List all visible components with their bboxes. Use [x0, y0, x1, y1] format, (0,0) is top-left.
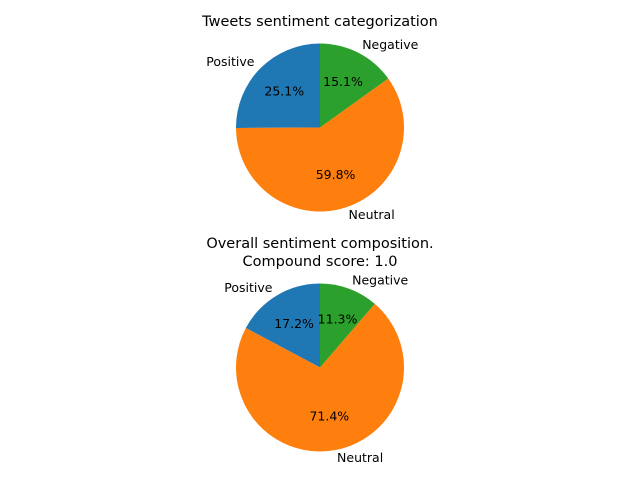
pie-slice-positive: [245, 283, 320, 368]
pie-slices: [236, 43, 404, 212]
pie-labels: Positive 25.1% Neutral 59.8% Negative 15.1%: [206, 37, 418, 222]
pie-slice-negative: [320, 43, 389, 128]
pie-slices: [236, 283, 404, 452]
chart-title-line-2: Compound score: 1.0: [243, 254, 398, 270]
chart-title: Tweets sentiment categorization: [201, 14, 438, 30]
slice-percent-neutral: 59.8%: [316, 167, 356, 182]
slice-percent-positive: 17.2%: [274, 316, 314, 331]
slice-label-positive: Positive: [206, 54, 254, 69]
pie-slice-neutral: [236, 303, 404, 452]
slice-label-neutral: Neutral: [349, 207, 395, 222]
pie-labels: Positive 17.2% Neutral 71.4% Negative 11.3%: [224, 272, 408, 464]
slice-label-negative: Negative: [352, 272, 408, 287]
slice-percent-positive: 25.1%: [264, 83, 304, 98]
pie-slice-negative: [320, 283, 375, 368]
slice-percent-negative: 11.3%: [318, 312, 358, 327]
chart-title-line-1: Overall sentiment composition.: [206, 236, 433, 252]
pie-chart-overall: Overall sentiment composition. Compound …: [206, 236, 433, 465]
pie-chart-tweets: Tweets sentiment categorization Positive…: [201, 14, 438, 222]
pie-slice-positive: [236, 43, 320, 129]
pie-slice-neutral: [236, 78, 404, 212]
slice-percent-neutral: 71.4%: [309, 409, 349, 424]
slice-label-positive: Positive: [224, 280, 272, 295]
slice-label-neutral: Neutral: [337, 450, 383, 465]
slice-percent-negative: 15.1%: [323, 74, 363, 89]
slice-label-negative: Negative: [362, 37, 418, 52]
